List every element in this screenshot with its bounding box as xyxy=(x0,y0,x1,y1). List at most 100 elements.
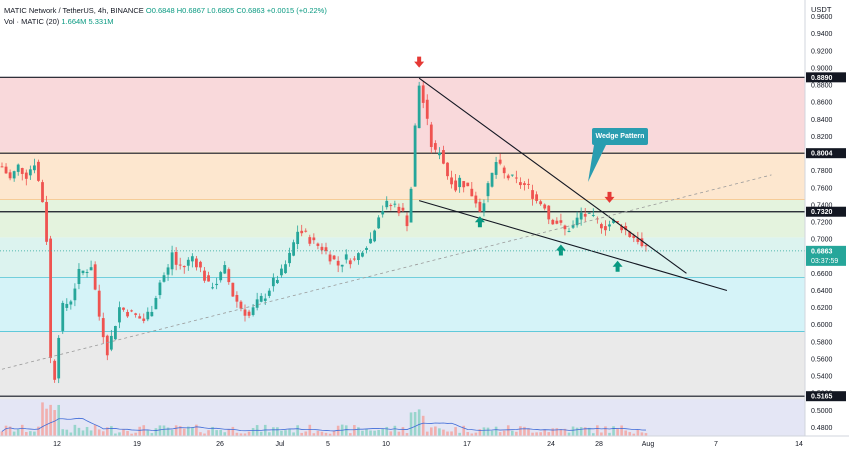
volume-bar xyxy=(357,427,360,436)
volume-bar xyxy=(612,426,615,436)
volume-bar xyxy=(85,426,89,436)
arrow-up-icon xyxy=(555,244,566,256)
volume-bar xyxy=(640,432,644,436)
candle-body xyxy=(288,252,291,264)
candle-body xyxy=(600,224,603,229)
candle-body xyxy=(462,181,466,188)
volume-bar xyxy=(486,427,490,436)
ohlc-values: O0.6848 H0.6867 L0.6805 C0.6863 +0.0015 … xyxy=(145,6,327,15)
candle-body xyxy=(45,201,48,242)
volume-bar xyxy=(29,431,32,436)
candle-body xyxy=(628,231,632,237)
candle-body xyxy=(361,252,364,257)
candle-body xyxy=(271,277,275,287)
candle-body xyxy=(162,275,166,282)
y-tick-label: 0.8800 xyxy=(811,83,833,90)
volume-bar xyxy=(385,426,389,436)
volume-bar xyxy=(25,431,28,436)
currency-label: USDT xyxy=(811,5,832,14)
volume-bar xyxy=(474,432,478,436)
candle-body xyxy=(531,190,534,199)
wedge-pattern-callout[interactable]: Wedge Pattern xyxy=(592,128,648,145)
candle-body xyxy=(243,309,247,316)
volume-bar xyxy=(114,433,117,436)
volume-bar xyxy=(397,431,401,436)
candle-body xyxy=(482,203,486,212)
candle-body xyxy=(389,205,393,207)
candle-body xyxy=(170,252,174,270)
candle-body xyxy=(73,288,77,301)
volume-bar xyxy=(247,431,251,436)
candle-body xyxy=(304,230,308,232)
candle-body xyxy=(174,251,178,265)
y-tick-label: 0.6400 xyxy=(811,288,833,295)
x-tick-label: Aug xyxy=(642,441,655,448)
level-price-label: 0.8004 xyxy=(811,151,833,158)
candle-body xyxy=(543,204,547,209)
volume-bar xyxy=(308,424,312,436)
y-tick-label: 0.9600 xyxy=(811,14,833,21)
candle-body xyxy=(438,152,441,156)
volume-bar xyxy=(587,427,591,436)
volume-bar xyxy=(336,425,340,436)
candle-body xyxy=(409,188,413,223)
time-axis xyxy=(0,436,849,454)
volume-bar xyxy=(458,432,461,436)
y-tick-label: 0.8600 xyxy=(811,100,833,107)
candle-body xyxy=(397,206,401,214)
candle-body xyxy=(300,230,304,234)
x-tick-label: 14 xyxy=(795,441,803,448)
volume-bar xyxy=(227,429,231,436)
y-tick-label: 0.7800 xyxy=(811,168,833,175)
candle-body xyxy=(239,301,243,309)
volume-bar xyxy=(304,431,308,436)
volume-bar xyxy=(191,427,194,436)
volume-bar xyxy=(381,428,384,436)
candle-body xyxy=(583,213,587,217)
level-price-tag xyxy=(806,72,846,83)
volume-bar xyxy=(53,410,56,436)
candle-body xyxy=(158,282,162,296)
candle-body xyxy=(12,171,16,179)
candle-body xyxy=(551,219,555,225)
volume-bar xyxy=(511,430,514,436)
volume-bar xyxy=(118,432,121,436)
x-tick-label: 28 xyxy=(595,441,603,448)
volume-bar xyxy=(288,428,291,436)
candle-body xyxy=(373,230,376,242)
candle-body xyxy=(502,167,506,174)
candle-body xyxy=(182,265,186,268)
x-tick-label: 5 xyxy=(326,441,330,448)
candle-body xyxy=(20,168,24,174)
volume-bar xyxy=(93,424,97,436)
candle-body xyxy=(425,99,429,119)
y-tick-label: 0.5000 xyxy=(811,408,833,415)
candle-body xyxy=(328,254,332,262)
candle-body xyxy=(308,237,312,244)
candle-body xyxy=(316,243,320,246)
candle-body xyxy=(312,237,316,241)
volume-bar xyxy=(405,433,409,436)
volume-info: Vol · MATIC (20) 1.664M 5.331M xyxy=(4,17,114,26)
x-tick-label: 26 xyxy=(216,441,224,448)
volume-bar xyxy=(73,424,77,436)
volume-bar xyxy=(413,412,417,436)
candle-body xyxy=(417,85,421,129)
volume-bar xyxy=(644,433,648,436)
candle-body xyxy=(478,201,482,212)
volume-bar xyxy=(571,426,575,436)
zone-band xyxy=(0,151,805,200)
y-tick-label: 0.9400 xyxy=(811,31,833,38)
y-tick-label: 0.6000 xyxy=(811,322,833,329)
x-tick-label: 7 xyxy=(714,441,718,448)
candle-body xyxy=(16,164,20,172)
volume-bar xyxy=(470,433,474,436)
volume-bar xyxy=(57,404,60,436)
candle-body xyxy=(608,224,611,227)
volume-bar xyxy=(592,433,595,436)
y-tick-label: 0.5400 xyxy=(811,374,833,381)
zone-band xyxy=(0,77,805,152)
candle-body xyxy=(57,337,61,379)
x-tick-label: 12 xyxy=(53,441,61,448)
